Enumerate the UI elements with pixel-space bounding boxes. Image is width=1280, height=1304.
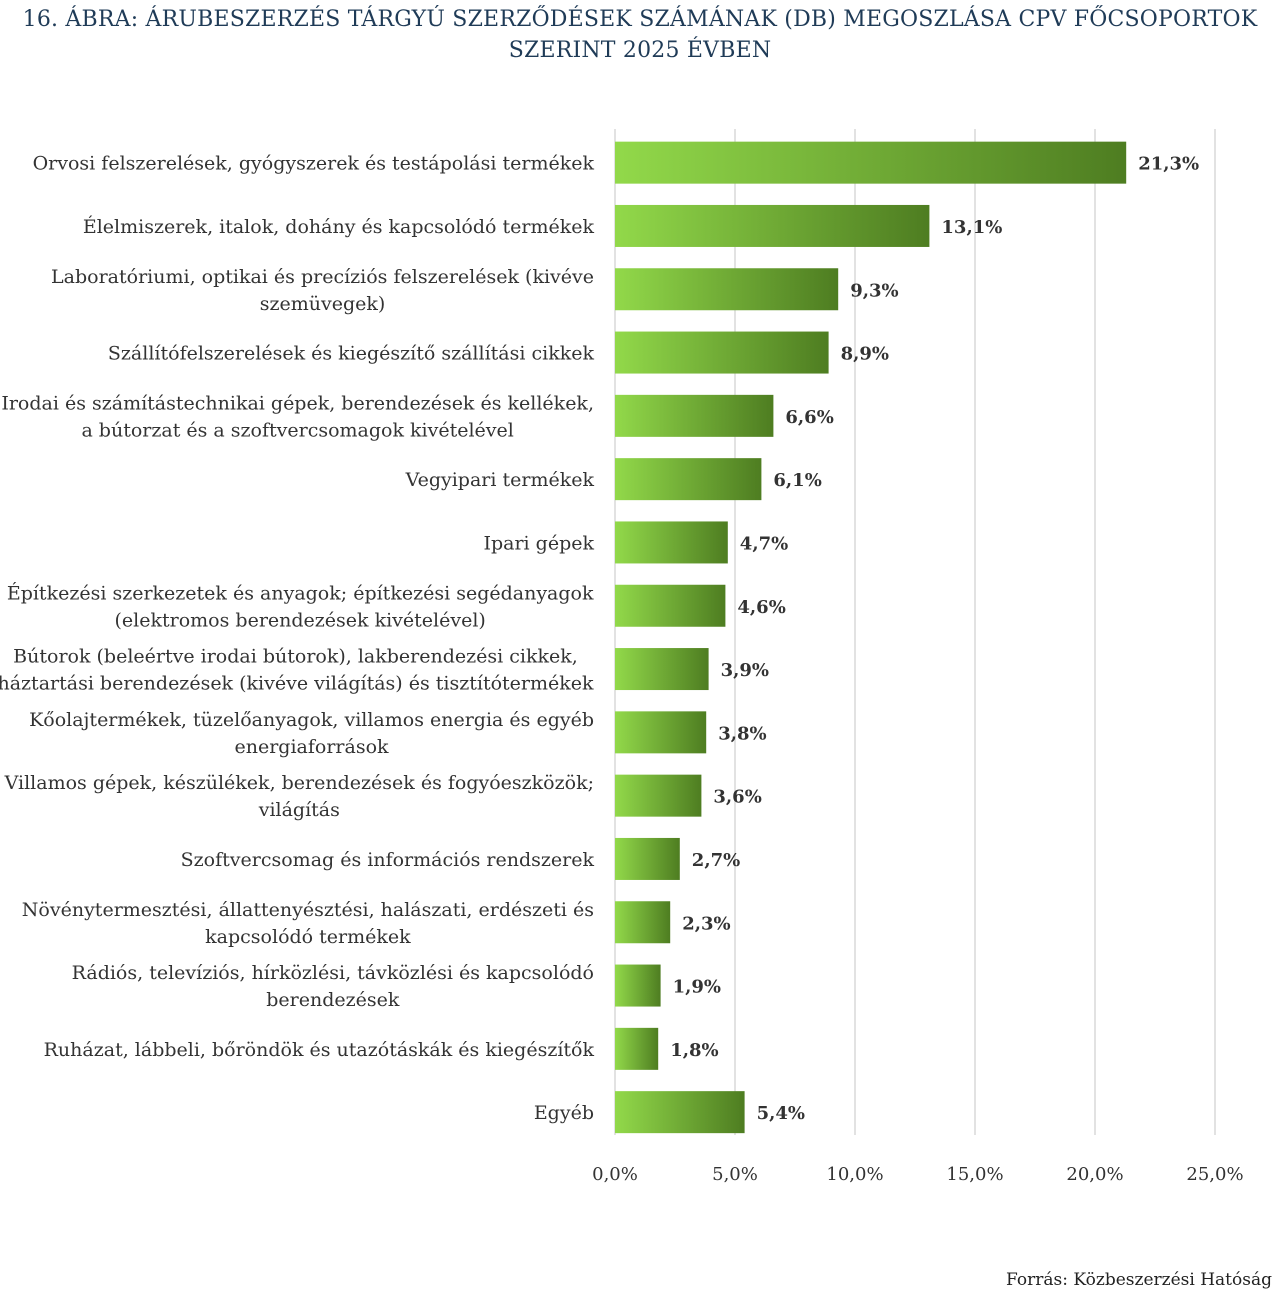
bar: [615, 1027, 659, 1070]
data-label: 3,8%: [718, 723, 766, 744]
bars: [615, 141, 1127, 1134]
bar: [615, 331, 829, 374]
x-tick-label: 20,0%: [1066, 1164, 1123, 1185]
category-label: Szoftvercsomag és információs rendszerek: [181, 849, 595, 871]
data-label: 6,1%: [773, 470, 821, 491]
category-label: Egyéb: [534, 1102, 594, 1124]
category-label: Villamos gépek, készülékek, berendezések…: [4, 772, 594, 821]
data-label: 9,3%: [850, 280, 898, 301]
chart-title: 16. ÁBRA: ÁRUBESZERZÉS TÁRGYÚ SZERZŐDÉSE…: [0, 4, 1280, 66]
bar: [615, 837, 680, 880]
bar: [615, 521, 728, 564]
x-axis-tick-labels: 0,0% 5,0% 10,0% 15,0% 20,0% 25,0%: [592, 1164, 1243, 1185]
category-label: Rádiós, televíziós, hírközlési, távközlé…: [72, 962, 594, 1011]
category-label: Ipari gépek: [483, 532, 594, 554]
value-labels: 21,3% 13,1% 9,3% 8,9% 6,6% 6,1% 4,7% 4,6% 3,9% 3,…: [670, 154, 1199, 1125]
category-label: Építkezési szerkezetek és anyagok; építk…: [7, 581, 594, 631]
data-label: 21,3%: [1138, 154, 1199, 175]
category-label: Bútorok (beleértve irodai bútorok), lakb…: [0, 646, 594, 695]
x-tick-label: 10,0%: [826, 1164, 883, 1185]
chart-title-line-2: SZERINT 2025 ÉVBEN: [508, 38, 772, 63]
bar: [615, 1091, 745, 1134]
category-label: Élelmiszerek, italok, dohány és kapcsoló…: [83, 215, 595, 238]
bar: [615, 964, 661, 1007]
x-tick-label: 5,0%: [712, 1164, 758, 1185]
category-label: Laboratóriumi, optikai és precíziós fels…: [51, 266, 594, 315]
bar: [615, 204, 930, 247]
x-tick-label: 25,0%: [1186, 1164, 1243, 1185]
bar: [615, 711, 707, 754]
x-tick-label: 0,0%: [592, 1164, 638, 1185]
category-label: Irodai és számítástechnikai gépek, beren…: [1, 392, 594, 441]
bar: [615, 584, 726, 627]
bar: [615, 901, 671, 944]
bar: [615, 458, 762, 501]
data-label: 2,7%: [692, 850, 740, 871]
data-label: 1,9%: [673, 977, 721, 998]
category-label: Növénytermesztési, állattenyésztési, hal…: [22, 899, 594, 948]
bar: [615, 648, 709, 691]
data-label: 8,9%: [841, 344, 889, 365]
bar: [615, 268, 839, 311]
data-label: 5,4%: [757, 1103, 805, 1124]
bar: [615, 774, 702, 817]
data-label: 4,6%: [737, 597, 785, 618]
data-label: 1,8%: [670, 1040, 718, 1061]
chart-title-line-1: 16. ÁBRA: ÁRUBESZERZÉS TÁRGYÚ SZERZŐDÉSE…: [22, 7, 1258, 32]
bar: [615, 394, 774, 437]
category-label: Ruházat, lábbeli, bőröndök és utazótáská…: [44, 1039, 595, 1061]
data-label: 2,3%: [682, 913, 730, 934]
category-label: Orvosi felszerelések, gyógyszerek és tes…: [33, 153, 595, 175]
bar: [615, 141, 1127, 184]
category-label: Vegyipari termékek: [405, 469, 595, 491]
source-note: Forrás: Közbeszerzési Hatóság: [1006, 1270, 1272, 1290]
category-label: Kőolajtermékek, tüzelőanyagok, villamos …: [29, 709, 594, 758]
x-tick-label: 15,0%: [946, 1164, 1003, 1185]
data-label: 13,1%: [941, 217, 1002, 238]
data-label: 3,6%: [713, 787, 761, 808]
category-label: Szállítófelszerelések és kiegészítő szál…: [108, 343, 595, 365]
data-label: 4,7%: [740, 533, 788, 554]
category-labels: Orvosi felszerelések, gyógyszerek és tes…: [0, 153, 594, 1125]
data-label: 3,9%: [721, 660, 769, 681]
data-label: 6,6%: [785, 407, 833, 428]
